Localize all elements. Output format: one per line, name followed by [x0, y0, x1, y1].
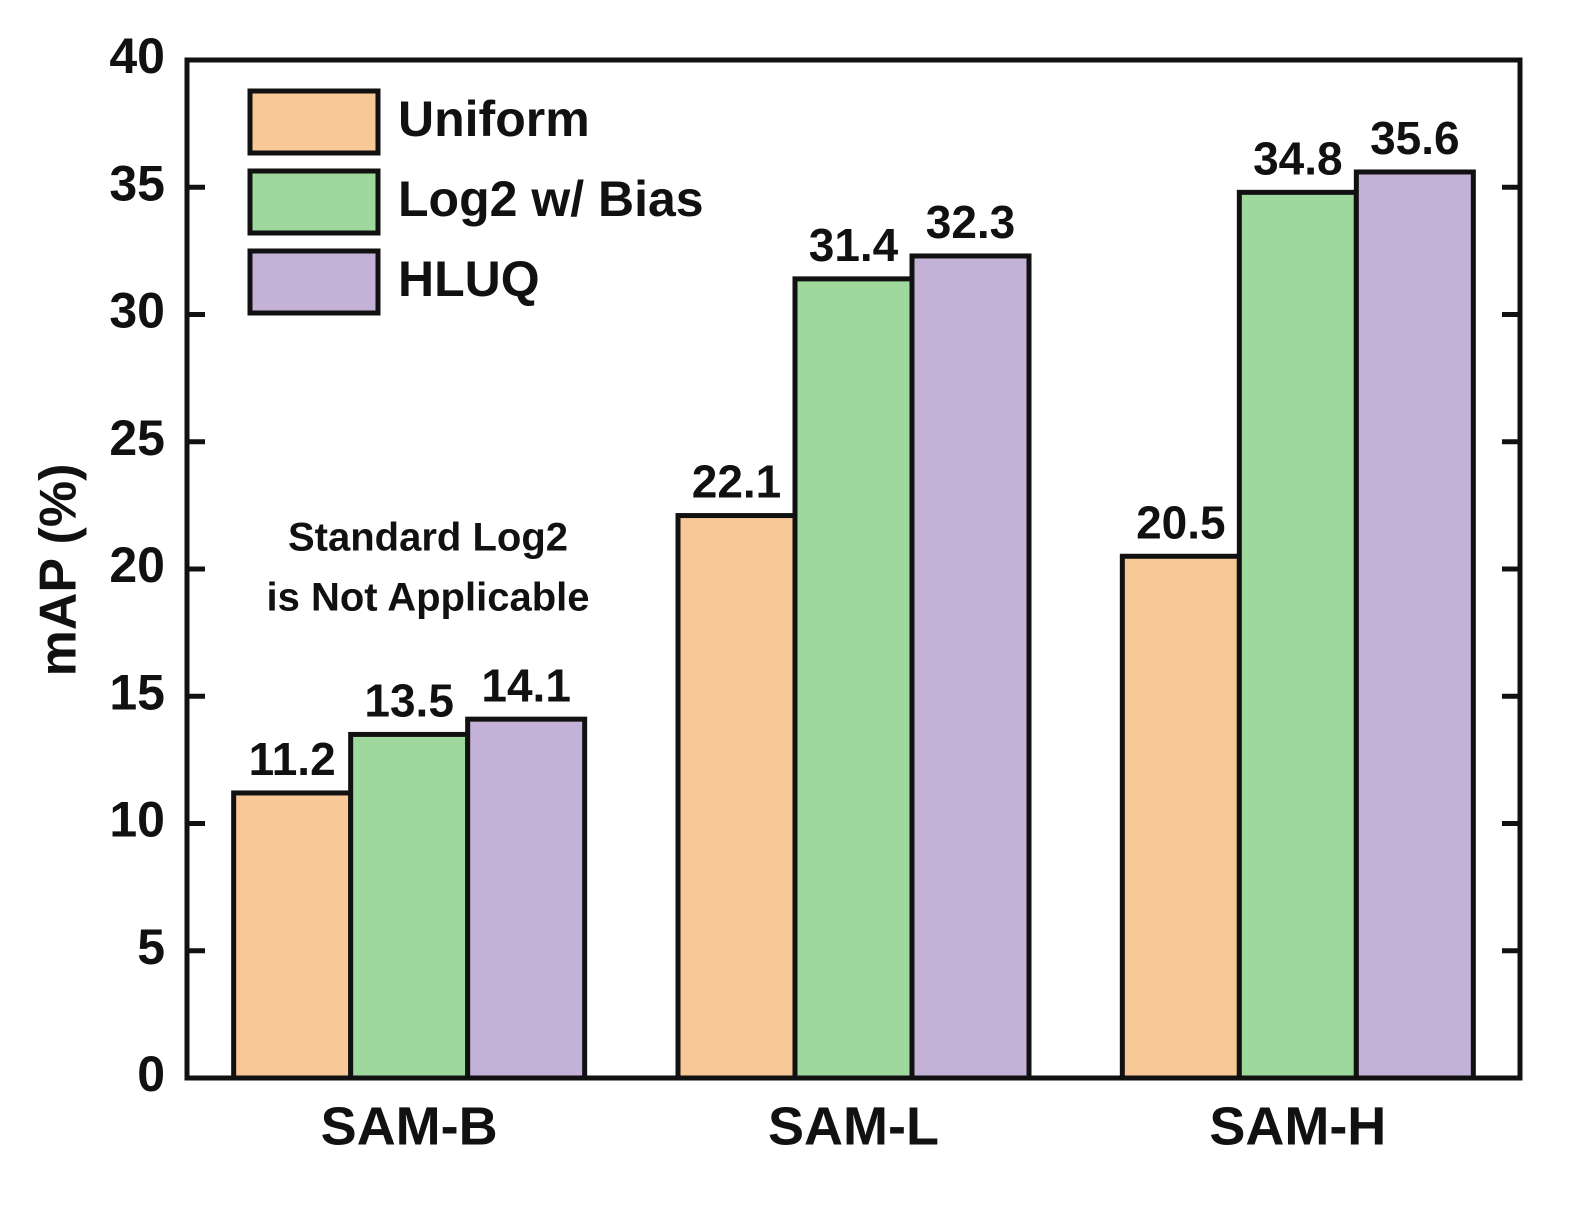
legend-swatch: [247, 88, 381, 156]
bar: [465, 716, 588, 1081]
y-axis-label: mAP (%): [30, 464, 88, 677]
value-label: 22.1: [692, 456, 782, 508]
value-label: 20.5: [1136, 496, 1226, 548]
x-tick-label: SAM-B: [321, 1096, 498, 1156]
legend-swatch: [247, 168, 381, 236]
legend-label: Uniform: [398, 91, 590, 147]
value-label: 11.2: [249, 733, 336, 785]
value-label: 35.6: [1370, 112, 1460, 164]
annotation: Standard Log2: [288, 516, 568, 560]
value-label: 31.4: [809, 219, 899, 271]
x-tick-label: SAM-L: [768, 1096, 939, 1156]
y-tick-label: 5: [137, 919, 165, 975]
plot-frame: [184, 57, 1523, 1081]
y-tick-label: 20: [109, 537, 165, 593]
y-tick-label: 40: [109, 28, 165, 84]
bar: [1353, 169, 1476, 1081]
y-tick-label: 25: [109, 410, 165, 466]
bar: [348, 731, 471, 1081]
y-tick-label: 35: [109, 155, 165, 211]
y-tick-label: 15: [109, 664, 165, 720]
x-tick-label: SAM-H: [1209, 1096, 1386, 1156]
bar: [792, 276, 915, 1081]
value-label: 34.8: [1253, 132, 1343, 184]
y-tick-label: 0: [137, 1046, 165, 1102]
y-tick-label: 30: [109, 283, 165, 339]
bar: [909, 253, 1032, 1081]
value-label: 13.5: [364, 675, 454, 727]
bar: [675, 513, 798, 1081]
bar: [231, 790, 354, 1081]
bar: [1119, 553, 1242, 1081]
legend-label: HLUQ: [398, 251, 540, 307]
annotation: is Not Applicable: [266, 576, 589, 620]
value-label: 32.3: [926, 196, 1016, 248]
value-label: 14.1: [481, 659, 571, 711]
legend-swatch: [247, 248, 381, 316]
legend-label: Log2 w/ Bias: [398, 171, 704, 227]
bar: [1236, 189, 1359, 1081]
y-tick-label: 10: [109, 792, 165, 848]
